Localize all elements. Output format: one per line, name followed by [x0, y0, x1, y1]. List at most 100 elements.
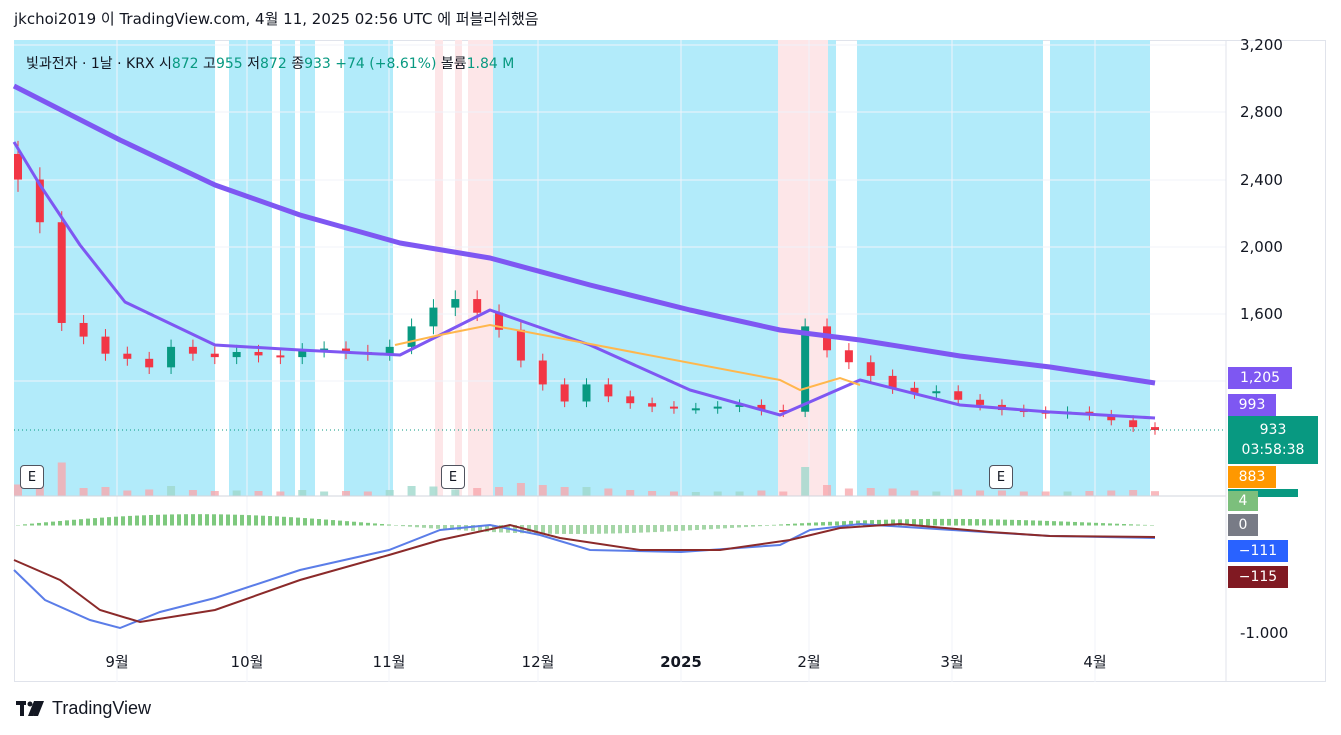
candle-body [516, 329, 525, 361]
macd-hist-bar [170, 514, 174, 526]
macd-hist-bar [387, 524, 391, 526]
macd-hist-bar [639, 525, 643, 533]
volume-bar [713, 491, 722, 496]
macd-hist-bar [555, 525, 559, 534]
earnings-marker[interactable]: E [441, 465, 465, 489]
macd-hist-bar [233, 514, 237, 526]
macd-hist-bar [849, 520, 853, 526]
macd-hist-bar [842, 521, 846, 526]
macd-hist-bar [1045, 520, 1049, 526]
macd-hist-bar [226, 514, 230, 526]
macd-hist-bar [653, 525, 657, 533]
volume-bar [669, 491, 678, 496]
legend-open: 872 [171, 56, 199, 72]
volume-bar [167, 486, 176, 496]
macd-hist-bar [940, 518, 944, 526]
legend-high: 955 [215, 56, 243, 72]
candle-body [276, 355, 285, 358]
macd-hist-bar [716, 525, 720, 529]
macd-hist-bar [1101, 523, 1105, 526]
trend-band [857, 40, 1043, 496]
candle-body [954, 391, 963, 400]
candle-body [145, 358, 154, 368]
macd-hist-bar [744, 525, 748, 528]
earnings-marker[interactable]: E [20, 465, 44, 489]
macd-hist-bar [1150, 525, 1154, 526]
macd-hist-bar [247, 515, 251, 526]
macd-hist-bar [345, 521, 349, 526]
trend-band [300, 40, 315, 496]
volume-bar [232, 490, 241, 496]
volume-bar [516, 483, 525, 496]
candle-body [123, 353, 132, 359]
macd-hist-bar [877, 519, 881, 526]
macd-hist-bar [254, 515, 258, 526]
macd-hist-bar [1115, 523, 1119, 526]
candle-body [582, 384, 591, 402]
macd-hist-bar [800, 523, 804, 526]
macd-hist-bar [919, 519, 923, 526]
macd-hist-bar [352, 521, 356, 526]
time-tick-label: 2025 [660, 653, 702, 671]
candle-body [910, 387, 919, 393]
time-tick-label: 4월 [1083, 653, 1106, 671]
candle-body [932, 391, 941, 394]
trend-band [14, 40, 215, 496]
volume-bar [276, 491, 285, 496]
price-tick-label: 2,400 [1240, 171, 1283, 189]
macd-hist-bar [282, 516, 286, 526]
macd-hist-bar [310, 518, 314, 526]
volume-bar [14, 484, 22, 496]
volume-bar [757, 490, 766, 496]
legend-volume-label: 볼륨 [440, 56, 467, 72]
price-tick-label: 1,600 [1240, 305, 1283, 323]
macd-hist-bar [394, 525, 398, 526]
ma-short-line [394, 323, 861, 392]
macd-hist-bar [597, 525, 601, 534]
candle-body [757, 404, 766, 411]
tradingview-footer[interactable]: TradingView [16, 698, 151, 719]
macd-hist-bar [373, 523, 377, 526]
macd-hist-bar [821, 522, 825, 526]
macd-hist-bar [786, 524, 790, 526]
macd-hist-bar [1094, 522, 1098, 526]
candle-body [254, 351, 263, 356]
macd-hist-bar [758, 525, 762, 527]
macd-hist-bar [772, 524, 776, 526]
volume-bar [473, 488, 482, 496]
volume-bar [385, 490, 394, 496]
macd-hist-bar [37, 522, 41, 526]
macd-hist-bar [72, 519, 76, 526]
countdown-value: 03:58:38 [1241, 442, 1305, 458]
volume-bar [1129, 490, 1138, 496]
macd-hist-bar [16, 525, 20, 526]
volume-bar [57, 462, 66, 496]
candle-body [473, 299, 482, 313]
last-price-value: 933 [1259, 422, 1287, 438]
macd-hist-bar [478, 525, 482, 532]
earnings-marker[interactable]: E [989, 465, 1013, 489]
volume-bar [1063, 491, 1072, 496]
macd-hist-bar [807, 522, 811, 526]
macd-hist-bar [366, 522, 370, 526]
volume-bar [145, 489, 154, 496]
macd-hist-bar [884, 519, 888, 526]
macd-hist-bar [44, 522, 48, 526]
macd-hist-bar [1066, 521, 1070, 526]
hist-badge: 4 [1228, 491, 1258, 511]
macd-hist-bar [261, 515, 265, 526]
macd-hist-bar [674, 525, 678, 532]
candle-body [713, 406, 722, 409]
ma100-line [12, 141, 1156, 420]
macd-hist-bar [828, 521, 832, 526]
volume-bar [735, 491, 744, 496]
macd-hist-bar [191, 514, 195, 526]
macd-hist-bar [331, 520, 335, 526]
volume-bar [976, 490, 985, 496]
volume-bar [866, 488, 875, 496]
macd-hist-bar [975, 519, 979, 526]
candle-body [779, 410, 788, 413]
macd-hist-bar [590, 525, 594, 534]
macd-hist-bar [583, 525, 587, 534]
